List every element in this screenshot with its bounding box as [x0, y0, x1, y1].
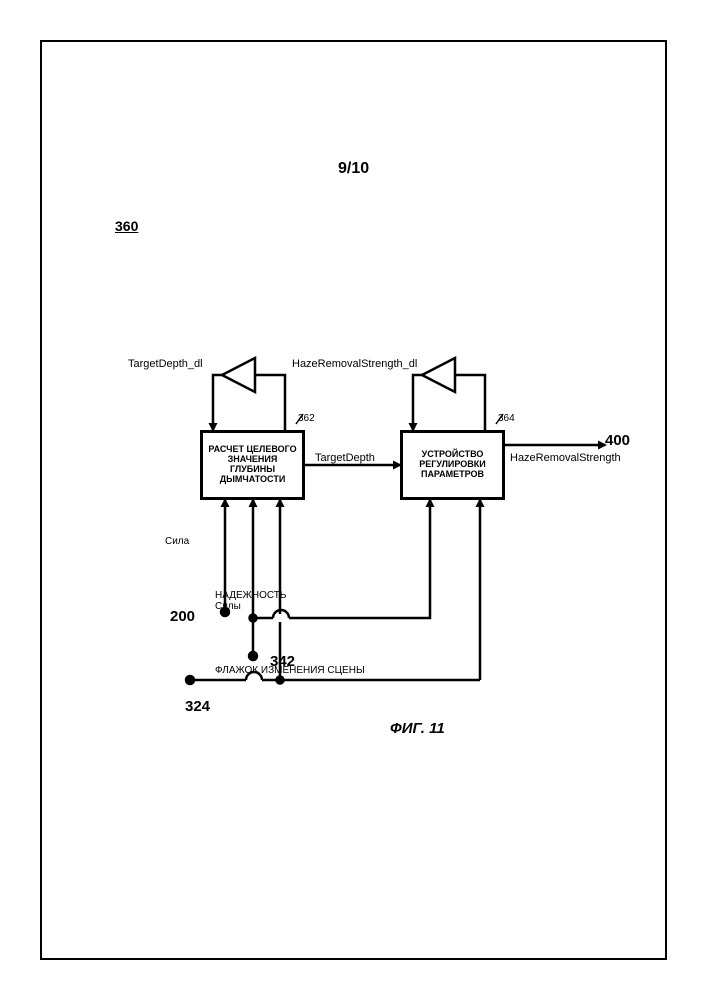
diagram-svg: [0, 0, 707, 1000]
